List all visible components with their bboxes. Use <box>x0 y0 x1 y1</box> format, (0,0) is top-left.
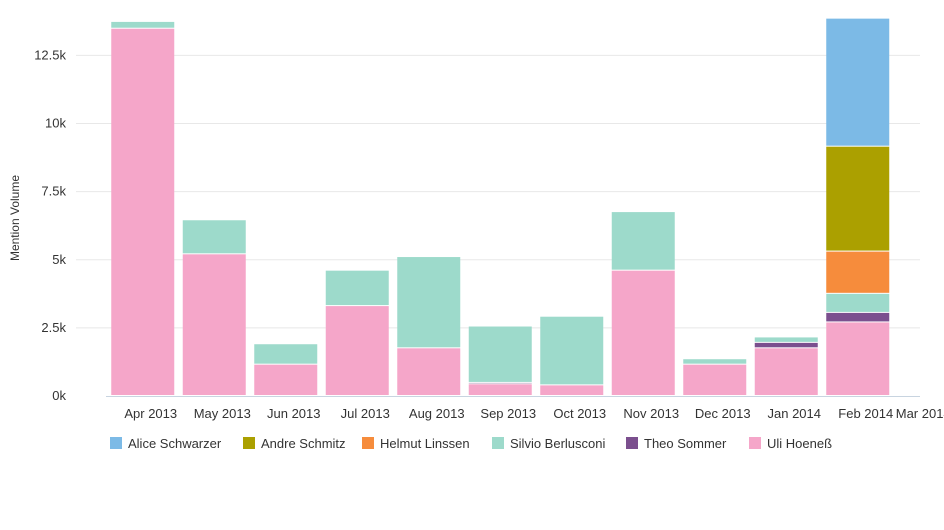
bar-segment <box>468 384 532 395</box>
legend-label: Uli Hoeneß <box>767 436 832 451</box>
x-tick-label: Aug 2013 <box>409 406 465 421</box>
x-tick-label: May 2013 <box>194 406 251 421</box>
bar-segment <box>611 270 675 395</box>
y-tick-label: 5k <box>52 252 66 267</box>
y-tick-label: 2.5k <box>41 320 66 335</box>
bar-segment <box>826 18 890 146</box>
bar-segment <box>683 364 747 395</box>
bar-segment <box>540 316 604 385</box>
bar-segment <box>826 251 890 293</box>
y-tick-label: 10k <box>45 116 66 131</box>
bar-segment <box>325 270 389 306</box>
x-tick-label: Sep 2013 <box>480 406 536 421</box>
bar-segment <box>111 28 175 395</box>
bar-segment <box>540 385 604 395</box>
x-tick-label: Dec 2013 <box>695 406 751 421</box>
bar-stack <box>754 337 818 395</box>
bar-stack <box>254 344 318 395</box>
bar-segment <box>182 254 246 395</box>
bar-segment <box>754 337 818 342</box>
bar-segment <box>826 312 890 322</box>
bar-stack <box>182 220 246 395</box>
bar-stack <box>611 212 675 395</box>
legend-swatch <box>243 437 255 449</box>
bar-stack <box>111 21 175 395</box>
legend-label: Silvio Berlusconi <box>510 436 605 451</box>
bar-stack <box>540 316 604 395</box>
bar-stack <box>683 359 747 395</box>
bar-segment <box>254 364 318 395</box>
bar-segment <box>111 21 175 28</box>
legend-label: Andre Schmitz <box>261 436 346 451</box>
bar-segment <box>397 257 461 348</box>
bar-segment <box>397 348 461 395</box>
legend-item: Uli Hoeneß <box>749 436 832 451</box>
x-tick-label: Oct 2013 <box>553 406 606 421</box>
legend-swatch <box>110 437 122 449</box>
y-tick-label: 12.5k <box>34 47 66 62</box>
bar-stacks <box>111 18 890 395</box>
y-tick-label: 0k <box>52 388 66 403</box>
axes: 0k 2.5k 5k 7.5k 10k 12.5k Apr 2013 May 2013 Jun … <box>34 47 944 421</box>
legend-item: Theo Sommer <box>626 436 727 451</box>
bar-stack <box>826 18 890 395</box>
x-tick-label: Mar 2014 <box>896 406 944 421</box>
legend-label: Helmut Linssen <box>380 436 470 451</box>
legend-swatch <box>626 437 638 449</box>
legend-item: Helmut Linssen <box>362 436 470 451</box>
bar-stack <box>325 270 389 395</box>
bar-stack <box>468 326 532 395</box>
legend-swatch <box>749 437 761 449</box>
x-tick-label: Jun 2013 <box>267 406 321 421</box>
x-tick-label: Jan 2014 <box>768 406 822 421</box>
bar-segment <box>826 322 890 395</box>
legend-item: Andre Schmitz <box>243 436 346 451</box>
bar-segment <box>611 212 675 270</box>
bar-segment <box>754 342 818 348</box>
bar-segment <box>182 220 246 254</box>
bar-segment <box>754 348 818 395</box>
y-axis-title: Mention Volume <box>8 175 22 261</box>
bar-segment <box>826 146 890 251</box>
x-tick-label: Apr 2013 <box>124 406 177 421</box>
legend: Alice Schwarzer Andre Schmitz Helmut Linss… <box>110 436 832 451</box>
bar-segment <box>468 326 532 382</box>
bar-segment <box>254 344 318 364</box>
legend-swatch <box>492 437 504 449</box>
legend-swatch <box>362 437 374 449</box>
bar-segment <box>325 306 389 395</box>
legend-label: Theo Sommer <box>644 436 727 451</box>
y-tick-label: 7.5k <box>41 184 66 199</box>
x-tick-label: Feb 2014 <box>838 406 893 421</box>
x-tick-label: Jul 2013 <box>341 406 390 421</box>
x-tick-label: Nov 2013 <box>623 406 679 421</box>
bar-segment <box>683 359 747 364</box>
legend-item: Silvio Berlusconi <box>492 436 605 451</box>
bar-stack <box>397 257 461 395</box>
legend-item: Alice Schwarzer <box>110 436 222 451</box>
legend-label: Alice Schwarzer <box>128 436 222 451</box>
bar-segment <box>826 293 890 312</box>
